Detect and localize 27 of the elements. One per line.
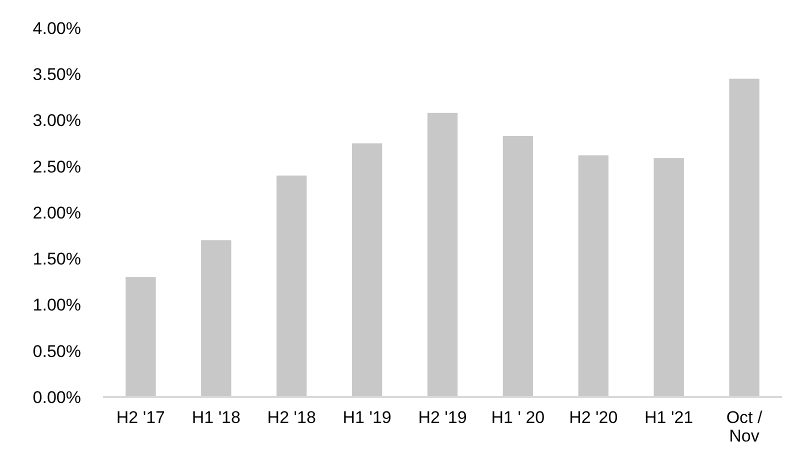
x-tick-label: Oct / Nov bbox=[726, 408, 762, 446]
x-tick-label: H1 '21 bbox=[644, 408, 694, 427]
y-tick-label: 3.50% bbox=[32, 65, 81, 84]
x-tick-label: H2 '20 bbox=[569, 408, 618, 427]
y-tick-label: 1.50% bbox=[32, 250, 81, 269]
bar bbox=[502, 136, 534, 397]
x-tick-label: H2 '19 bbox=[418, 408, 467, 427]
x-tick-label: H1 '19 bbox=[342, 408, 392, 427]
bar bbox=[578, 155, 608, 397]
bar bbox=[126, 277, 156, 397]
bar bbox=[276, 176, 307, 397]
y-tick-label: 1.00% bbox=[32, 296, 81, 315]
y-tick-label: 4.00% bbox=[32, 18, 81, 38]
bar bbox=[201, 240, 232, 397]
bar bbox=[654, 158, 684, 397]
bar bbox=[729, 78, 760, 397]
y-tick-label: 2.50% bbox=[32, 157, 81, 176]
y-tick-label: 0.00% bbox=[32, 388, 81, 407]
x-tick-label: H2 '17 bbox=[116, 408, 166, 427]
bar bbox=[427, 112, 458, 397]
y-tick-label: 0.50% bbox=[32, 342, 81, 361]
y-tick-label: 2.00% bbox=[32, 203, 81, 222]
y-tick-label: 3.00% bbox=[32, 111, 81, 130]
x-tick-label: H2 '18 bbox=[267, 408, 316, 427]
x-tick-label: H1 ' 20 bbox=[491, 408, 545, 427]
x-tick-label: H1 '18 bbox=[192, 408, 240, 427]
bar bbox=[352, 143, 382, 397]
